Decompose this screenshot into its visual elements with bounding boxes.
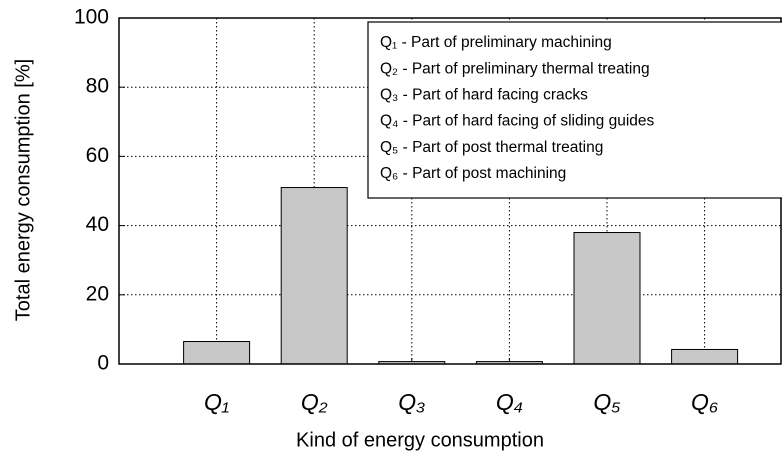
x-tick-label: Q₁ <box>204 389 229 415</box>
legend-entry: Q₂ - Part of preliminary thermal treatin… <box>380 60 650 77</box>
y-tick-label: 100 <box>74 6 109 29</box>
legend-box <box>367 21 782 199</box>
x-tick-label: Q₄ <box>496 389 523 415</box>
y-tick-label: 0 <box>97 352 109 375</box>
legend-entry: Q₄ - Part of hard facing of sliding guid… <box>380 113 655 130</box>
x-axis-title: Kind of energy consumption <box>296 429 544 451</box>
bar <box>280 187 348 365</box>
bar <box>671 348 739 365</box>
y-tick-label: 60 <box>86 144 109 167</box>
bar <box>183 341 251 365</box>
x-tick-label: Q₅ <box>593 389 620 415</box>
legend-entry: Q₅ - Part of post thermal treating <box>380 139 603 156</box>
legend-entry: Q₆ - Part of post machining <box>380 165 566 182</box>
y-tick-label: 40 <box>86 213 109 236</box>
y-axis-title: Total energy consumption [%] <box>12 59 34 321</box>
y-tick-label: 20 <box>86 282 109 305</box>
x-tick-label: Q₃ <box>398 389 425 415</box>
bar <box>573 232 641 365</box>
x-tick-label: Q₆ <box>691 389 718 415</box>
legend-entry: Q₃ - Part of hard facing cracks <box>380 86 588 103</box>
y-tick-label: 80 <box>86 75 109 98</box>
legend-entry: Q₁ - Part of preliminary machining <box>380 34 612 51</box>
x-tick-label: Q₂ <box>301 389 328 415</box>
